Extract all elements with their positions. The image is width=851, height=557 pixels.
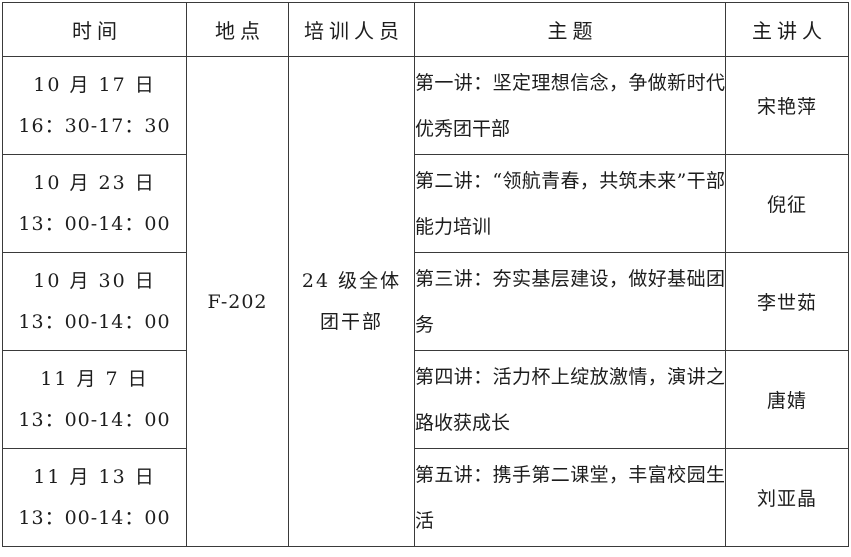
cell-time-hours: 16：30-17：30: [18, 114, 171, 137]
column-header-speaker: 主讲人: [725, 2, 849, 57]
cell-time: 10 月 30 日 13：00-14：00: [2, 252, 187, 351]
cell-time-hours: 13：00-14：00: [18, 408, 171, 431]
table-body: 10 月 17 日 16：30-17：30 F-202 24 级全体 团干部 第…: [2, 56, 849, 547]
column-header-place: 地点: [186, 2, 289, 57]
cell-time-hours: 13：00-14：00: [18, 506, 171, 529]
cell-topic: 第五讲：携手第二课堂，丰富校园生活: [414, 448, 726, 547]
cell-time: 11 月 13 日 13：00-14：00: [2, 448, 187, 547]
cell-people-line-1: 24 级全体: [301, 269, 402, 292]
cell-time-date: 10 月 23 日: [33, 171, 156, 194]
cell-time-date: 10 月 30 日: [33, 269, 156, 292]
table-row: 10 月 30 日 13：00-14：00 第三讲：夯实基层建设，做好基础团务 …: [2, 252, 849, 351]
cell-time-date: 11 月 7 日: [40, 367, 149, 390]
table-row: 10 月 23 日 13：00-14：00 第二讲：“领航青春，共筑未来”干部能…: [2, 154, 849, 253]
cell-speaker: 宋艳萍: [725, 56, 849, 155]
table-row: 11 月 13 日 13：00-14：00 第五讲：携手第二课堂，丰富校园生活 …: [2, 448, 849, 547]
cell-time-hours: 13：00-14：00: [18, 212, 171, 235]
table-header-row: 时间 地点 培训人员 主题 主讲人: [2, 2, 849, 57]
cell-speaker: 李世茹: [725, 252, 849, 351]
cell-time: 10 月 23 日 13：00-14：00: [2, 154, 187, 253]
table-row: 10 月 17 日 16：30-17：30 F-202 24 级全体 团干部 第…: [2, 56, 849, 547]
column-header-people: 培训人员: [288, 2, 415, 57]
table-header: 时间 地点 培训人员 主题 主讲人: [2, 2, 849, 57]
cell-topic: 第二讲：“领航青春，共筑未来”干部能力培训: [414, 154, 726, 253]
cell-topic: 第一讲：坚定理想信念，争做新时代优秀团干部: [414, 56, 726, 155]
cell-time: 10 月 17 日 16：30-17：30: [2, 56, 187, 155]
cell-speaker: 唐婧: [725, 350, 849, 449]
cell-people-merged: 24 级全体 团干部: [288, 56, 415, 547]
cell-time-date: 10 月 17 日: [33, 73, 156, 96]
training-schedule-table: 时间 地点 培训人员 主题 主讲人 10 月 17 日 16：30-17：30 …: [2, 2, 849, 547]
cell-time-date: 11 月 13 日: [33, 465, 156, 488]
cell-place-merged: F-202: [186, 56, 289, 547]
cell-speaker: 倪征: [725, 154, 849, 253]
column-header-topic: 主题: [414, 2, 726, 57]
cell-speaker: 刘亚晶: [725, 448, 849, 547]
cell-people-line-2: 团干部: [319, 310, 383, 333]
cell-topic: 第四讲：活力杯上绽放激情，演讲之路收获成长: [414, 350, 726, 449]
table-row: 11 月 7 日 13：00-14：00 第四讲：活力杯上绽放激情，演讲之路收获…: [2, 350, 849, 449]
column-header-time: 时间: [2, 2, 187, 57]
cell-time: 11 月 7 日 13：00-14：00: [2, 350, 187, 449]
cell-topic: 第三讲：夯实基层建设，做好基础团务: [414, 252, 726, 351]
cell-time-hours: 13：00-14：00: [18, 310, 171, 333]
